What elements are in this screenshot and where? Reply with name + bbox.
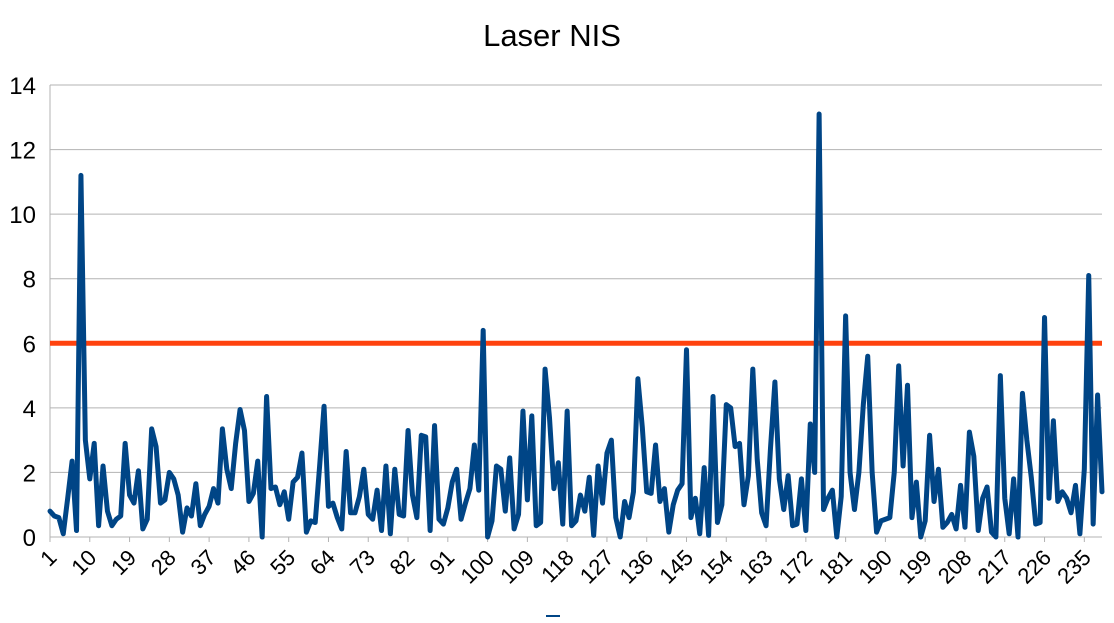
x-tick-label: 136 bbox=[615, 545, 659, 589]
nis-series-line bbox=[47, 111, 1105, 540]
series-lines bbox=[47, 111, 1105, 540]
legend-swatch bbox=[546, 615, 560, 617]
gridlines bbox=[50, 84, 1102, 538]
x-tick-label: 208 bbox=[933, 545, 977, 589]
y-axis-tick-labels: 0 2 4 6 8 10 12 14 bbox=[9, 73, 36, 552]
x-tick-label: 154 bbox=[694, 545, 738, 589]
axes bbox=[49, 85, 1085, 542]
y-tick-label: 2 bbox=[23, 460, 36, 487]
x-tick-label: 235 bbox=[1052, 545, 1096, 589]
x-tick-label: 163 bbox=[734, 545, 778, 589]
y-tick-label: 6 bbox=[23, 331, 36, 358]
x-tick-label: 37 bbox=[186, 545, 221, 580]
x-tick-label: 73 bbox=[345, 545, 380, 580]
x-tick-label: 127 bbox=[575, 545, 619, 589]
x-tick-label: 109 bbox=[495, 545, 539, 589]
y-tick-label: 0 bbox=[23, 525, 36, 552]
x-tick-label: 82 bbox=[385, 545, 420, 580]
y-tick-label: 12 bbox=[9, 138, 36, 165]
x-tick-label: 55 bbox=[265, 545, 300, 580]
x-tick-label: 145 bbox=[654, 545, 698, 589]
x-tick-label: 100 bbox=[455, 545, 499, 589]
x-tick-label: 172 bbox=[774, 545, 818, 589]
x-tick-label: 1 bbox=[35, 545, 61, 571]
x-tick-label: 19 bbox=[106, 545, 141, 580]
y-tick-label: 10 bbox=[9, 202, 36, 229]
x-tick-label: 91 bbox=[424, 545, 459, 580]
x-tick-label: 10 bbox=[66, 545, 101, 580]
chart-title: Laser NIS bbox=[483, 18, 621, 53]
x-tick-label: 28 bbox=[146, 545, 181, 580]
x-tick-label: 199 bbox=[893, 545, 937, 589]
x-tick-label: 118 bbox=[536, 545, 578, 587]
x-tick-label: 181 bbox=[814, 545, 858, 589]
x-tick-label: 46 bbox=[225, 545, 260, 580]
x-axis-tick-labels: 1 10 19 28 37 46 55 64 73 82 911001091181271361451… bbox=[35, 545, 1096, 589]
y-tick-label: 4 bbox=[23, 396, 36, 423]
x-tick-label: 217 bbox=[973, 545, 1017, 589]
x-tick-label: 64 bbox=[305, 545, 340, 580]
x-tick-label: 226 bbox=[1012, 545, 1056, 589]
y-tick-label: 8 bbox=[23, 267, 36, 294]
x-tick-label: 190 bbox=[853, 545, 897, 589]
y-tick-label: 14 bbox=[9, 73, 36, 100]
